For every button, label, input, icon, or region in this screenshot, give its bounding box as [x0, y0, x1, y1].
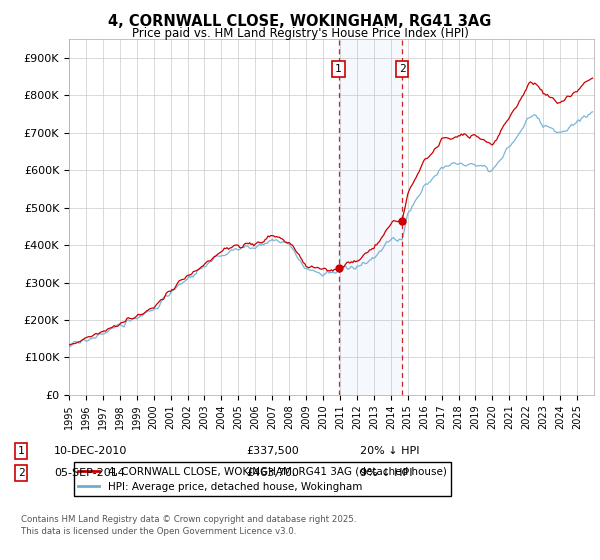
Text: Contains HM Land Registry data © Crown copyright and database right 2025.: Contains HM Land Registry data © Crown c…	[21, 515, 356, 524]
Text: 2: 2	[398, 64, 406, 74]
Text: This data is licensed under the Open Government Licence v3.0.: This data is licensed under the Open Gov…	[21, 528, 296, 536]
Text: 4, CORNWALL CLOSE, WOKINGHAM, RG41 3AG: 4, CORNWALL CLOSE, WOKINGHAM, RG41 3AG	[109, 14, 491, 29]
Text: 2: 2	[17, 468, 25, 478]
Text: 9% ↓ HPI: 9% ↓ HPI	[360, 468, 413, 478]
Text: Price paid vs. HM Land Registry's House Price Index (HPI): Price paid vs. HM Land Registry's House …	[131, 27, 469, 40]
Text: 20% ↓ HPI: 20% ↓ HPI	[360, 446, 419, 456]
Text: 1: 1	[17, 446, 25, 456]
Text: £337,500: £337,500	[246, 446, 299, 456]
Legend: 4, CORNWALL CLOSE, WOKINGHAM, RG41 3AG (detached house), HPI: Average price, det: 4, CORNWALL CLOSE, WOKINGHAM, RG41 3AG (…	[74, 462, 451, 496]
Bar	[338, 39, 402, 395]
Text: 1: 1	[335, 64, 342, 74]
Text: £463,700: £463,700	[246, 468, 299, 478]
Text: 10-DEC-2010: 10-DEC-2010	[54, 446, 127, 456]
Text: 05-SEP-2014: 05-SEP-2014	[54, 468, 125, 478]
